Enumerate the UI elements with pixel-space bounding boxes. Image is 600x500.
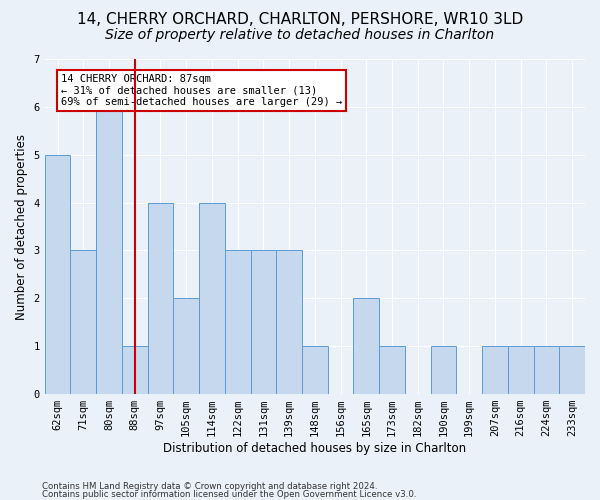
Bar [533, 346, 559, 394]
Bar [44, 154, 70, 394]
Bar [122, 346, 148, 394]
Bar [353, 298, 379, 394]
Text: Size of property relative to detached houses in Charlton: Size of property relative to detached ho… [106, 28, 494, 42]
Text: Contains public sector information licensed under the Open Government Licence v3: Contains public sector information licen… [42, 490, 416, 499]
Bar [96, 107, 122, 394]
Bar [70, 250, 96, 394]
Bar [148, 202, 173, 394]
Bar [276, 250, 302, 394]
Bar [225, 250, 251, 394]
Bar [508, 346, 533, 394]
Bar [482, 346, 508, 394]
X-axis label: Distribution of detached houses by size in Charlton: Distribution of detached houses by size … [163, 442, 466, 455]
Y-axis label: Number of detached properties: Number of detached properties [15, 134, 28, 320]
Bar [379, 346, 405, 394]
Text: Contains HM Land Registry data © Crown copyright and database right 2024.: Contains HM Land Registry data © Crown c… [42, 482, 377, 491]
Bar [251, 250, 276, 394]
Text: 14 CHERRY ORCHARD: 87sqm
← 31% of detached houses are smaller (13)
69% of semi-d: 14 CHERRY ORCHARD: 87sqm ← 31% of detach… [61, 74, 342, 108]
Bar [302, 346, 328, 394]
Bar [199, 202, 225, 394]
Bar [431, 346, 457, 394]
Bar [173, 298, 199, 394]
Text: 14, CHERRY ORCHARD, CHARLTON, PERSHORE, WR10 3LD: 14, CHERRY ORCHARD, CHARLTON, PERSHORE, … [77, 12, 523, 28]
Bar [559, 346, 585, 394]
